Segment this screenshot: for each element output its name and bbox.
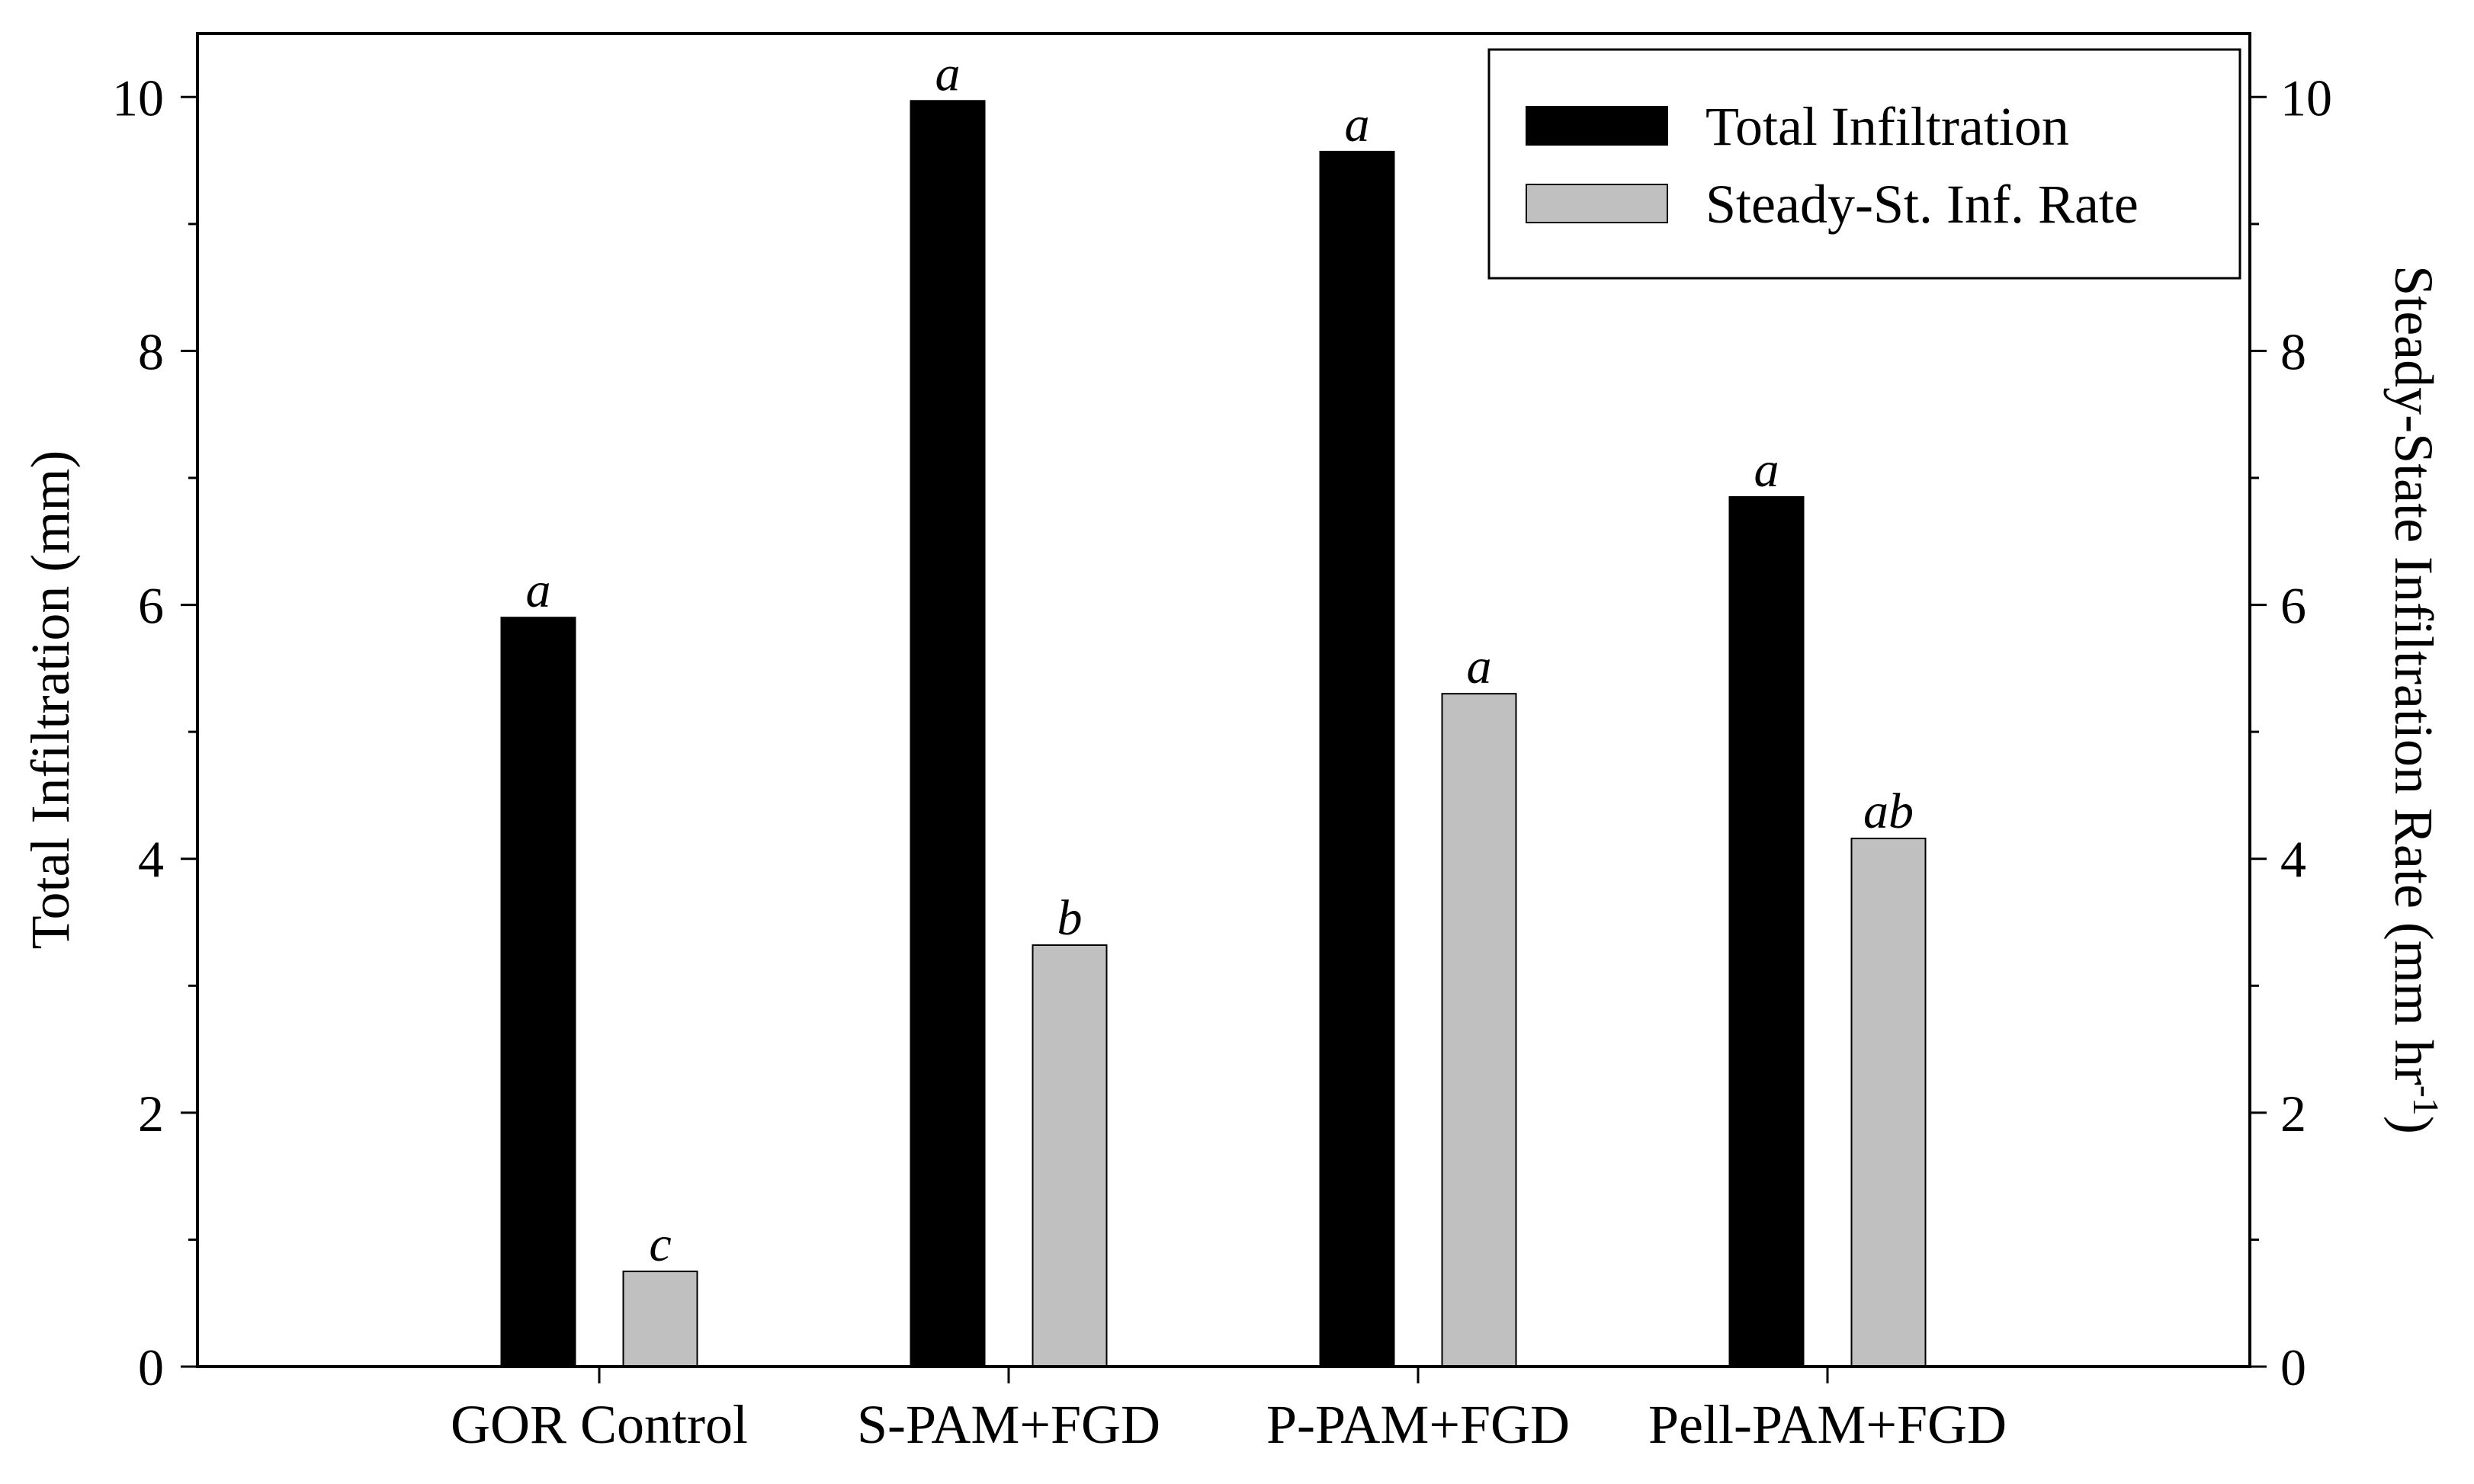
- legend-label-total-infiltration: Total Infiltration: [1705, 96, 2069, 157]
- legend-swatch-total-infiltration: [1526, 106, 1668, 146]
- y-axis-right-title-superscript: -1: [2405, 1085, 2446, 1116]
- significance-label: a: [1345, 97, 1370, 152]
- y-tick-label-left: 2: [138, 1085, 164, 1143]
- significance-label: b: [1057, 890, 1083, 946]
- x-tick-label: GOR Control: [451, 1394, 748, 1455]
- y-axis-right-title: Steady-State Infiltration Rate (mm hr-1): [2383, 265, 2446, 1134]
- y-tick-label-right: 10: [2280, 69, 2332, 127]
- legend-frame: [1487, 48, 2241, 280]
- x-tick-label: P-PAM+FGD: [1266, 1394, 1570, 1455]
- y-tick-label-left: 4: [138, 831, 164, 889]
- bar-total: [500, 617, 576, 1367]
- x-tick-label: S-PAM+FGD: [857, 1394, 1160, 1455]
- bar-total: [1728, 495, 1805, 1367]
- bar-total: [1319, 150, 1395, 1368]
- y-tick-label-left: 0: [138, 1338, 164, 1396]
- bar-steady: [622, 1271, 698, 1367]
- significance-label: a: [1467, 639, 1492, 694]
- significance-label: a: [935, 46, 961, 101]
- bar-steady: [1032, 944, 1108, 1368]
- legend-label-steady-rate: Steady-St. Inf. Rate: [1705, 174, 2139, 235]
- y-tick-label-right: 2: [2280, 1085, 2306, 1143]
- y-tick-label-right: 6: [2280, 577, 2306, 635]
- bar-total: [910, 100, 986, 1368]
- significance-label: a: [526, 563, 551, 618]
- significance-label: c: [649, 1216, 671, 1272]
- legend: Total Infiltration Steady-St. Inf. Rate: [1487, 48, 2241, 280]
- y-tick-label-right: 8: [2280, 322, 2306, 380]
- y-axis-right-title-main: Steady-State Infiltration Rate (mm hr: [2383, 265, 2444, 1085]
- y-tick-label-right: 4: [2280, 831, 2306, 889]
- significance-label: ab: [1863, 784, 1914, 839]
- legend-swatch-steady-rate: [1526, 184, 1668, 223]
- y-tick-label-left: 6: [138, 577, 164, 635]
- y-axis-right-title-suffix: ): [2383, 1116, 2444, 1134]
- y-tick-label-right: 0: [2280, 1338, 2306, 1396]
- significance-label: a: [1754, 442, 1779, 498]
- bar-steady: [1441, 693, 1517, 1367]
- y-tick-label-left: 8: [138, 322, 164, 380]
- y-tick-label-left: 10: [112, 69, 164, 127]
- x-tick-label: Pell-PAM+FGD: [1648, 1394, 2007, 1455]
- plot-frame: [196, 32, 2251, 1368]
- bar-steady: [1850, 838, 1927, 1367]
- y-axis-left-title: Total Infiltration (mm): [20, 450, 81, 950]
